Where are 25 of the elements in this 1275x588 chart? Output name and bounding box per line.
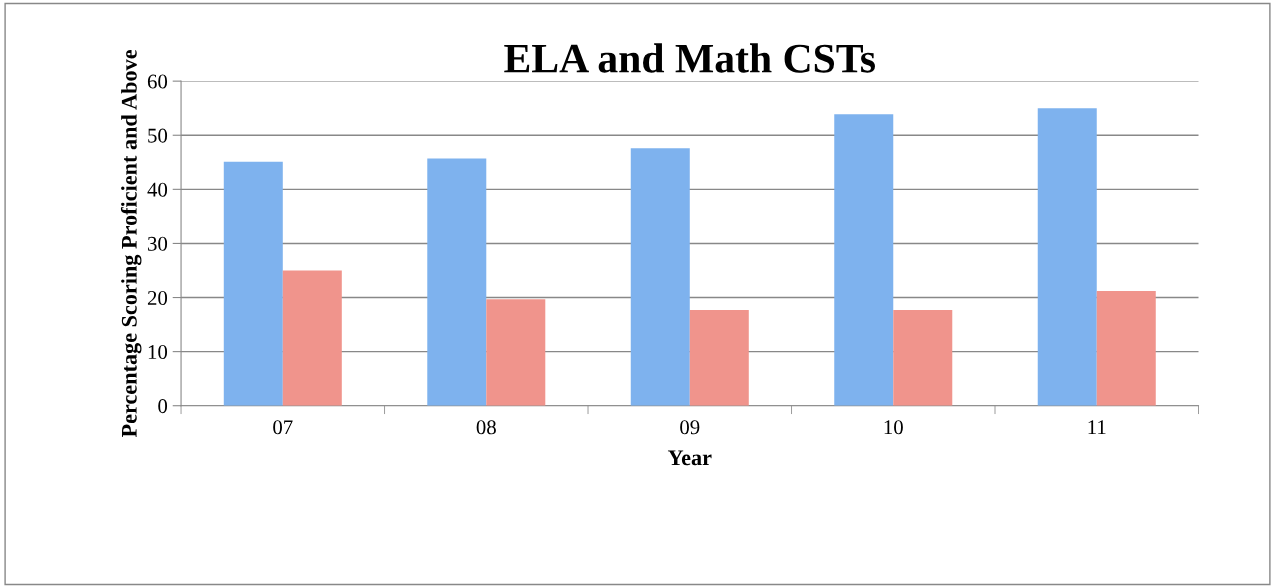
x-tick-label: 08 bbox=[476, 420, 496, 435]
bar bbox=[893, 309, 953, 406]
bar bbox=[1037, 108, 1097, 406]
bar bbox=[427, 158, 487, 406]
y-tick-label: 20 bbox=[147, 290, 168, 305]
bar bbox=[223, 161, 283, 406]
y-tick-label: 50 bbox=[148, 128, 168, 143]
y-tick-label: 60 bbox=[147, 74, 168, 89]
chart-title: ELA and Math CSTs bbox=[504, 43, 875, 73]
y-tick-label: 0 bbox=[158, 399, 168, 414]
bar bbox=[630, 148, 690, 406]
bar bbox=[834, 114, 894, 406]
y-axis-title: Percentage Scoring Proficient and Above bbox=[120, 49, 142, 438]
x-tick-label: 10 bbox=[884, 420, 903, 435]
bar bbox=[1096, 291, 1156, 406]
x-axis-title: Year bbox=[667, 450, 712, 466]
x-tick-label: 09 bbox=[680, 420, 700, 435]
bar bbox=[282, 270, 342, 406]
y-tick-label: 10 bbox=[148, 345, 168, 360]
x-tick-label: 11 bbox=[1088, 420, 1106, 435]
bar bbox=[689, 309, 749, 406]
y-tick-label: 30 bbox=[148, 236, 168, 251]
bar bbox=[486, 299, 546, 406]
x-tick-label: 07 bbox=[273, 420, 293, 435]
y-tick-label: 40 bbox=[147, 182, 168, 197]
